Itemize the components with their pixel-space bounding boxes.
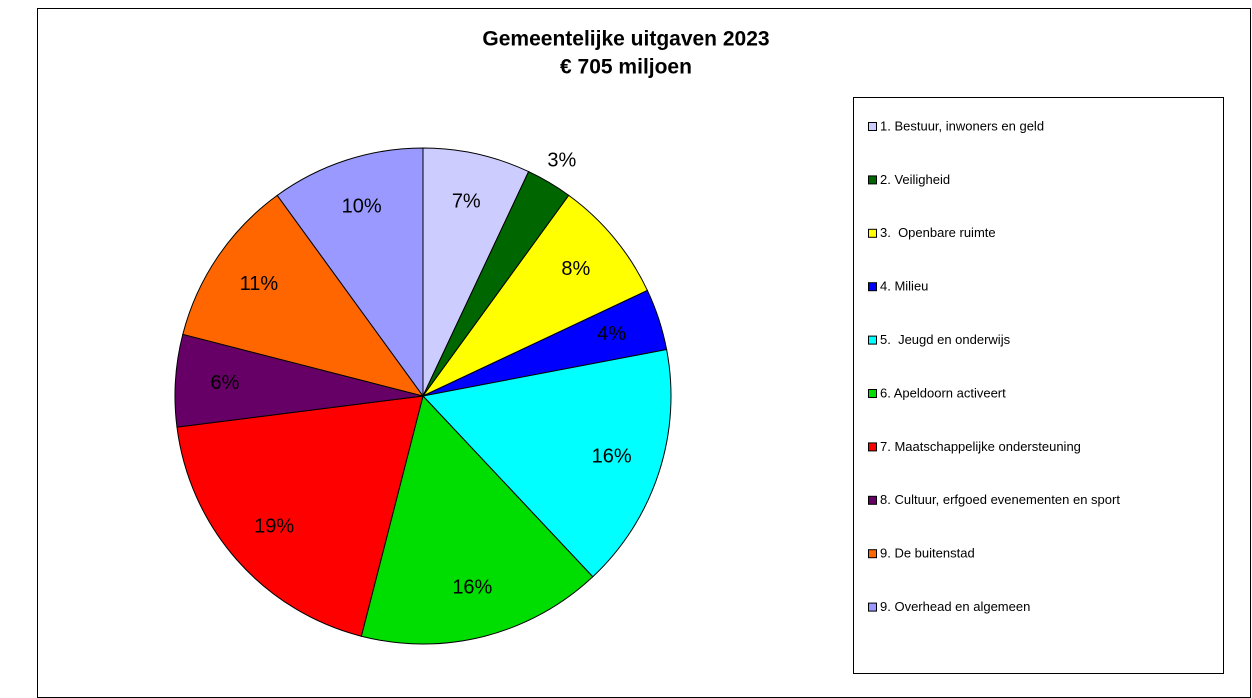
legend-swatch: [868, 389, 877, 398]
legend-swatch: [868, 228, 877, 238]
pie-slice: [182, 194, 425, 397]
legend-label: 9. De buitenstad: [880, 546, 975, 561]
data-label: 16%: [592, 446, 632, 468]
pie-slice: [276, 147, 424, 398]
legend-swatch: [868, 175, 877, 185]
data-label: 10%: [342, 196, 382, 218]
legend-label: 4. Milieu: [880, 279, 928, 294]
pie-slice: [422, 348, 672, 578]
pie-slice: [422, 194, 649, 397]
data-label: 16%: [452, 576, 492, 598]
data-label: 3%: [547, 149, 576, 171]
legend-label: 6. Apeldoorn activeert: [880, 385, 1006, 400]
data-label: 7%: [452, 191, 481, 213]
legend-swatch: [868, 602, 877, 612]
legend-label: 3. Openbare ruimte: [880, 225, 996, 240]
pie-slice: [422, 147, 530, 397]
chart-subtitle: € 705 miljoen: [560, 56, 692, 79]
legend-swatch: [868, 495, 877, 505]
chart-title: Gemeentelijke uitgaven 2023: [482, 28, 769, 51]
legend-swatch: [868, 442, 877, 452]
legend-label: 2. Veiligheid: [880, 172, 950, 187]
legend-label: 9. Overhead en algemeen: [880, 599, 1030, 614]
legend-swatch: [868, 549, 877, 559]
pie-slice: [360, 394, 594, 645]
legend-label: 7. Maatschappelijke ondersteuning: [880, 439, 1081, 454]
data-label: 8%: [561, 258, 590, 280]
legend-label: 5. Jeugd en onderwijs: [880, 332, 1011, 347]
data-label: 4%: [597, 323, 626, 345]
legend-swatch: [868, 122, 877, 131]
data-label: 11%: [240, 273, 279, 295]
legend-swatch: [868, 335, 877, 345]
legend-swatch: [868, 282, 877, 292]
legend-box: [853, 97, 1224, 674]
data-label: 19%: [254, 515, 294, 537]
legend-label: 8. Cultuur, erfgoed evenementen en sport: [880, 492, 1120, 507]
legend-label: 1. Bestuur, inwoners en geld: [880, 118, 1044, 133]
pie-slice: [176, 395, 424, 637]
data-label: 6%: [211, 372, 240, 394]
